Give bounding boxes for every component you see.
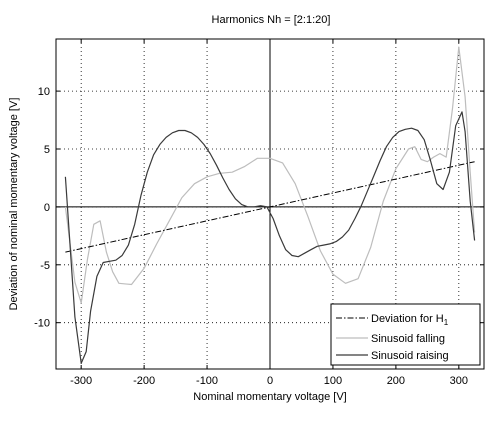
- series-line-sinusoid-raising: [64, 111, 476, 364]
- legend-label-h1: Deviation for H1: [371, 313, 449, 327]
- legend-label-h1-main: Deviation for H: [371, 313, 444, 325]
- y-axis-label: Deviation of nominal momentary voltage […: [8, 98, 20, 311]
- legend-label-h1-subscript: 1: [444, 318, 449, 327]
- legend: Deviation for H1 Sinusoid falling Sinuso…: [330, 303, 481, 366]
- y-tick-label: -5: [40, 260, 50, 272]
- x-tick-label: -100: [196, 375, 218, 387]
- x-tick-label: 300: [450, 375, 468, 387]
- y-tick-label: 5: [44, 144, 50, 156]
- x-tick-label: 0: [267, 375, 273, 387]
- y-ticks: -10 -5 0 5 10: [34, 86, 484, 330]
- x-ticks: -300 -200 -100 0 100 200 300: [70, 39, 468, 387]
- chart-title: Harmonics Nh = [2:1:20]: [212, 14, 331, 26]
- series-group: [64, 46, 476, 364]
- legend-label-raising: Sinusoid raising: [371, 350, 449, 362]
- x-tick-label: -300: [70, 375, 92, 387]
- series-line-sinusoid-falling: [64, 46, 476, 304]
- legend-label-falling: Sinusoid falling: [371, 333, 445, 345]
- x-tick-label: -200: [133, 375, 155, 387]
- series-line-deviation-h1: [65, 161, 475, 253]
- x-tick-label: 200: [387, 375, 405, 387]
- x-axis-label: Nominal momentary voltage [V]: [193, 391, 346, 403]
- x-tick-label: 100: [324, 375, 342, 387]
- y-tick-label: -10: [34, 318, 50, 330]
- y-tick-label: 0: [44, 202, 50, 214]
- y-tick-label: 10: [38, 86, 50, 98]
